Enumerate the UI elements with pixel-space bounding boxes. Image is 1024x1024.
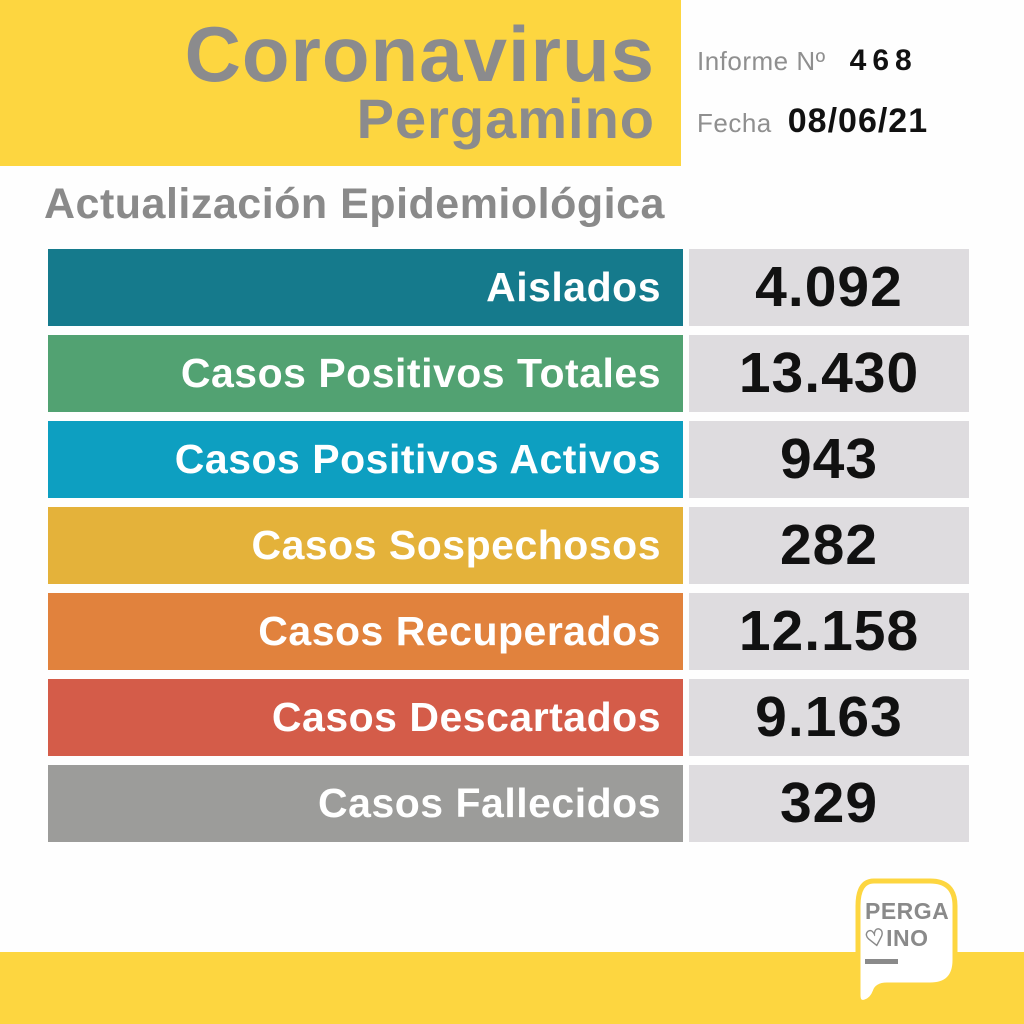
report-date-line: Fecha 08/06/21 (697, 102, 928, 141)
logo-line2-text: INO (886, 925, 929, 951)
report-date-label: Fecha (697, 108, 772, 138)
logo-text: PERGA ♡INO (862, 898, 950, 964)
stat-value: 943 (689, 421, 969, 498)
page-title: Actualización Epidemiológica (44, 180, 665, 228)
table-row: Casos Descartados 9.163 (48, 679, 969, 756)
stat-value: 9.163 (689, 679, 969, 756)
report-number-value: 468 (849, 44, 918, 77)
stat-label: Casos Positivos Activos (48, 421, 683, 498)
stat-label: Aislados (48, 249, 683, 326)
report-number-label: Informe Nº (697, 46, 826, 76)
table-row: Casos Fallecidos 329 (48, 765, 969, 842)
stat-value: 12.158 (689, 593, 969, 670)
logo-line1: PERGA (865, 898, 950, 924)
table-row: Casos Sospechosos 282 (48, 507, 969, 584)
pergamino-logo: PERGA ♡INO (846, 877, 960, 1005)
footer-banner (0, 952, 1024, 1024)
stat-value: 329 (689, 765, 969, 842)
stat-label: Casos Descartados (48, 679, 683, 756)
stat-label: Casos Recuperados (48, 593, 683, 670)
table-row: Aislados 4.092 (48, 249, 969, 326)
app-title-line2: Pergamino (356, 87, 655, 150)
logo-line2: ♡INO (862, 923, 949, 953)
stat-value: 282 (689, 507, 969, 584)
table-row: Casos Positivos Totales 13.430 (48, 335, 969, 412)
report-number-line: Informe Nº 468 (697, 44, 918, 78)
stat-value: 13.430 (689, 335, 969, 412)
report-info: Informe Nº 468 Fecha 08/06/21 (697, 0, 1024, 166)
stat-label: Casos Sospechosos (48, 507, 683, 584)
stats-table: Aislados 4.092 Casos Positivos Totales 1… (48, 249, 969, 851)
stat-label: Casos Fallecidos (48, 765, 683, 842)
table-row: Casos Recuperados 12.158 (48, 593, 969, 670)
app-title-line1: Coronavirus (184, 10, 655, 98)
report-date-value: 08/06/21 (787, 102, 929, 140)
speech-bubble-icon (855, 878, 958, 1005)
header-banner: Coronavirus Pergamino (0, 0, 681, 166)
heart-icon: ♡ (862, 923, 889, 953)
stat-value: 4.092 (689, 249, 969, 326)
stat-label: Casos Positivos Totales (48, 335, 683, 412)
logo-underline (865, 959, 898, 964)
table-row: Casos Positivos Activos 943 (48, 421, 969, 498)
